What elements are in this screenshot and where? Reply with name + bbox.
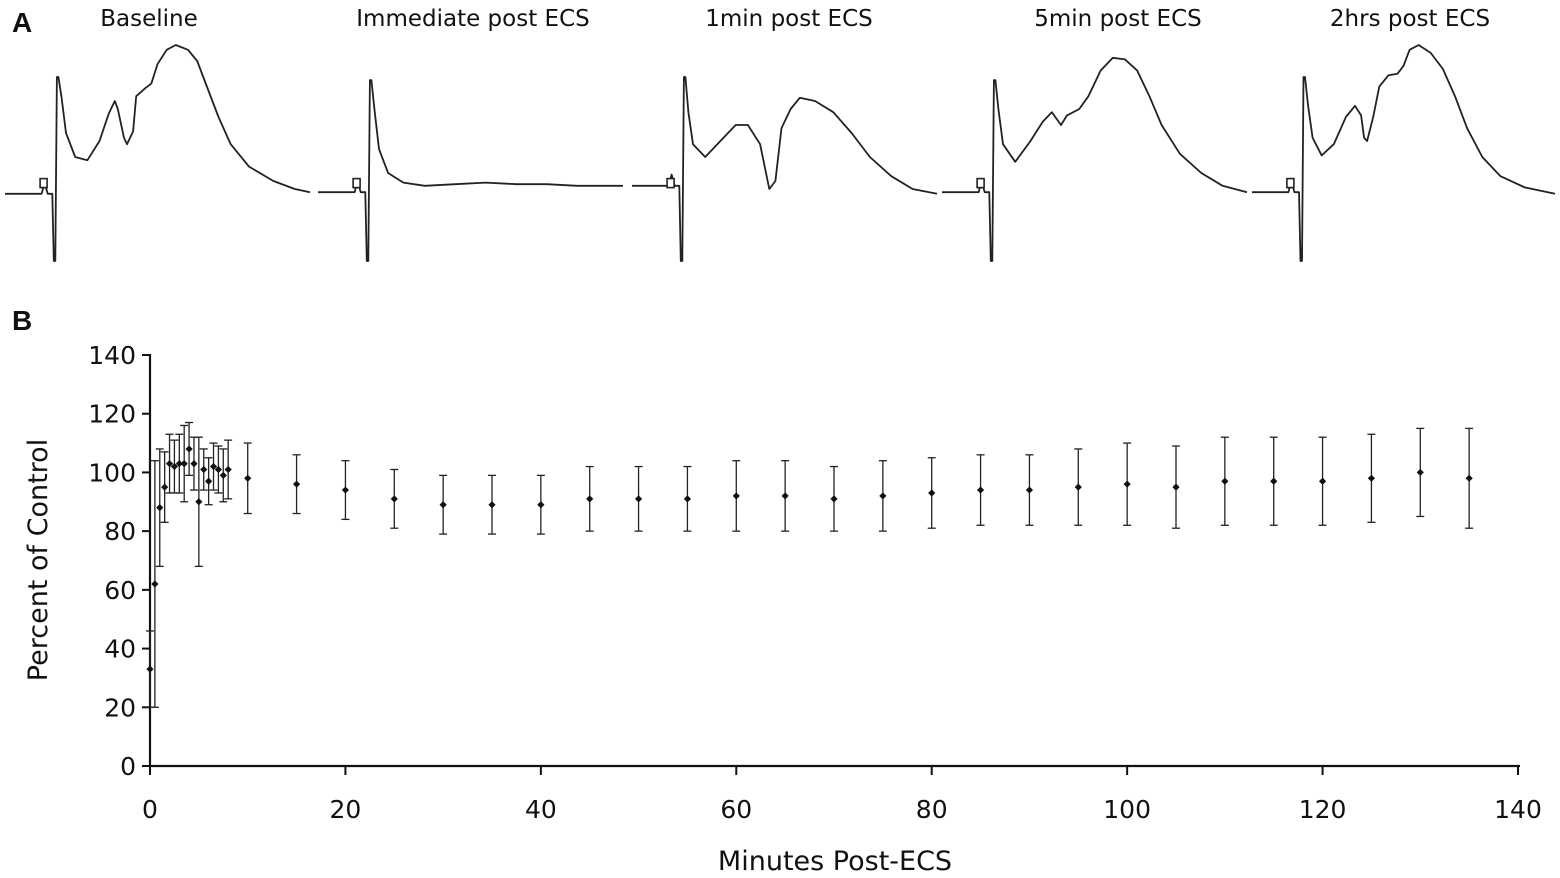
panel-b-label: B bbox=[12, 305, 32, 336]
data-point bbox=[180, 460, 188, 468]
data-point bbox=[224, 465, 232, 474]
x-axis-title: Minutes Post-ECS bbox=[718, 846, 952, 877]
data-point bbox=[219, 471, 227, 479]
data-point bbox=[341, 486, 350, 494]
error-bars bbox=[146, 421, 1474, 708]
x-tick-label: 20 bbox=[330, 795, 362, 824]
data-point bbox=[1074, 483, 1082, 491]
data-point bbox=[1270, 477, 1278, 485]
data-point bbox=[976, 486, 985, 494]
trace-title-1min-post-ecs: 1min post ECS bbox=[705, 6, 873, 32]
y-tick-label: 120 bbox=[88, 400, 136, 429]
x-tick-label: 140 bbox=[1494, 795, 1542, 824]
trace-line-1min-post-ecs bbox=[632, 76, 938, 262]
y-tick-label: 60 bbox=[104, 576, 136, 605]
y-tick-label: 40 bbox=[104, 635, 136, 664]
trace-line-baseline bbox=[5, 44, 311, 262]
trace-line-immediate-post-ecs bbox=[318, 79, 623, 262]
x-tick-label: 120 bbox=[1299, 795, 1347, 824]
data-point bbox=[175, 460, 183, 468]
stimulus-artifact-1min-post-ecs bbox=[666, 177, 675, 189]
data-point bbox=[156, 504, 164, 512]
data-point bbox=[244, 474, 252, 482]
data-point bbox=[1172, 483, 1180, 491]
trace-title-immediate-post-ecs: Immediate post ECS bbox=[356, 6, 589, 32]
data-point bbox=[209, 462, 218, 471]
x-tick-label: 80 bbox=[916, 795, 948, 824]
data-point bbox=[200, 465, 208, 474]
data-point bbox=[683, 495, 692, 503]
stimulus-artifact-2hrs-post-ecs bbox=[1286, 177, 1295, 189]
y-tick-label: 20 bbox=[104, 693, 136, 722]
chart-plot: 0 20 40 60 80 100 120 140 0 20 40 60 80 100 120 140 Mi… bbox=[23, 341, 1542, 877]
y-axis-title: Percent of Control bbox=[23, 439, 54, 681]
data-point bbox=[537, 501, 545, 509]
data-point bbox=[151, 580, 159, 588]
y-tick-label: 140 bbox=[88, 341, 136, 370]
data-point bbox=[390, 495, 398, 503]
data-point bbox=[1221, 477, 1229, 485]
x-tick-label: 100 bbox=[1103, 795, 1151, 824]
data-point bbox=[185, 445, 193, 453]
data-point bbox=[586, 495, 594, 503]
data-point bbox=[830, 495, 838, 503]
data-point bbox=[1123, 480, 1131, 488]
data-point bbox=[781, 492, 789, 500]
trace-title-5min-post-ecs: 5min post ECS bbox=[1034, 6, 1202, 32]
trace-immediate-post-ecs: Immediate post ECS bbox=[318, 6, 623, 262]
x-tick-label: 0 bbox=[142, 795, 158, 824]
data-point bbox=[1025, 486, 1034, 494]
data-point bbox=[879, 492, 887, 500]
data-point bbox=[732, 492, 740, 500]
data-point bbox=[165, 460, 174, 468]
y-axis-ticks: 0 20 40 60 80 100 120 140 bbox=[88, 341, 150, 781]
data-point bbox=[161, 483, 169, 491]
x-tick-label: 60 bbox=[720, 795, 752, 824]
data-point bbox=[292, 480, 301, 488]
data-point bbox=[1465, 474, 1473, 482]
data-point bbox=[488, 501, 496, 509]
trace-1min-post-ecs: 1min post ECS bbox=[632, 6, 938, 262]
panel-a-label: A bbox=[12, 7, 32, 38]
y-tick-label: 80 bbox=[104, 517, 136, 546]
data-point bbox=[1318, 477, 1327, 485]
panel-a: A Baseline Immediate post ECS 1min post … bbox=[5, 6, 1556, 262]
data-point bbox=[214, 465, 222, 474]
trace-5min-post-ecs: 5min post ECS bbox=[942, 6, 1248, 262]
data-point bbox=[190, 460, 198, 468]
x-tick-label: 40 bbox=[525, 795, 557, 824]
trace-2hrs-post-ecs: 2hrs post ECS bbox=[1252, 6, 1556, 262]
x-axis-ticks: 0 20 40 60 80 100 120 140 bbox=[142, 766, 1542, 824]
trace-line-5min-post-ecs bbox=[942, 56, 1248, 262]
data-point bbox=[928, 489, 936, 497]
data-point bbox=[195, 498, 203, 506]
stimulus-artifact-5min-post-ecs bbox=[976, 177, 985, 189]
data-point bbox=[634, 495, 643, 503]
data-markers bbox=[146, 445, 1473, 673]
data-point bbox=[170, 462, 179, 471]
stimulus-artifact-immediate-post-ecs bbox=[352, 177, 361, 189]
data-point bbox=[146, 665, 154, 673]
panel-b: B 0 20 40 60 80 100 120 140 0 20 40 60 80 100 120 140 … bbox=[12, 305, 1542, 877]
data-point bbox=[1416, 468, 1424, 477]
trace-title-baseline: Baseline bbox=[100, 6, 198, 32]
data-point bbox=[205, 477, 213, 485]
y-tick-label: 0 bbox=[120, 752, 136, 781]
y-tick-label: 100 bbox=[88, 458, 136, 487]
trace-line-2hrs-post-ecs bbox=[1252, 44, 1556, 262]
stimulus-artifact-baseline bbox=[39, 177, 48, 189]
data-point bbox=[1367, 474, 1376, 482]
trace-title-2hrs-post-ecs: 2hrs post ECS bbox=[1330, 6, 1490, 32]
trace-baseline: Baseline bbox=[5, 6, 311, 262]
data-point bbox=[439, 501, 447, 509]
